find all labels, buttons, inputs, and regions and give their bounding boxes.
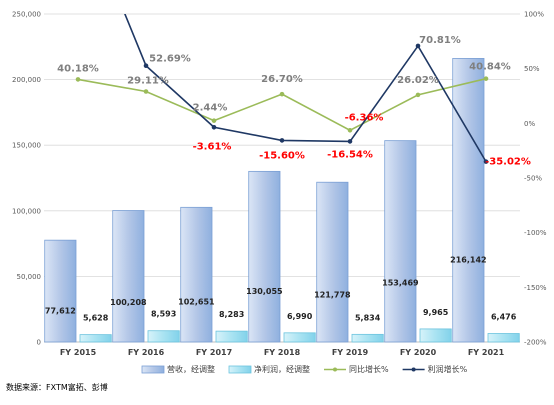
category-label: FY 2020 [400, 348, 437, 357]
source-note: 数据来源：FXTM富拓、彭博 [6, 383, 108, 392]
left-tick-label: 200,000 [12, 76, 41, 84]
legend-label: 利润增长% [428, 364, 468, 374]
revenue-bar [248, 170, 281, 343]
revenue-label: 102,651 [178, 297, 215, 306]
revenue-bar [44, 239, 77, 343]
yoy-growth-label: -6.36% [345, 112, 384, 123]
left-axis: 0 50,000 100,000 150,000 200,000 250,000 [12, 11, 41, 347]
yoy-growth-point [143, 89, 149, 94]
revenue-bar [180, 206, 213, 343]
profit-growth-point [279, 138, 285, 143]
profit-bar [215, 330, 248, 343]
legend-label: 净利润，经调整 [254, 364, 310, 374]
profit-growth-point [483, 159, 489, 164]
right-tick-label: -150% [524, 284, 547, 292]
yoy-growth-point [483, 76, 489, 81]
yoy-growth-label: 29.11% [127, 76, 169, 87]
profit-label: 5,834 [355, 313, 381, 322]
right-tick-label: -50% [524, 175, 542, 183]
category-label: FY 2016 [128, 348, 165, 357]
left-tick-label: 50,000 [17, 273, 42, 281]
legend-swatch [141, 365, 165, 374]
profit-growth-point [211, 124, 217, 130]
bars [44, 58, 520, 343]
yoy-growth-point [75, 77, 81, 82]
category-axis: FY 2015 FY 2016 FY 2017 FY 2018 FY 2019 FY 20… [60, 348, 505, 357]
revenue-bar [452, 58, 485, 343]
legend-swatch [228, 365, 252, 374]
profit-growth-label: -16.54% [327, 149, 373, 160]
profit-label: 6,476 [491, 313, 517, 322]
profit-label: 8,593 [151, 310, 176, 319]
legend-marker [411, 367, 416, 372]
right-axis: -200% -150% -100% -50% 0% 50% 100% [524, 11, 547, 347]
legend-label: 营收，经调整 [167, 364, 215, 374]
category-label: FY 2019 [332, 348, 369, 357]
yoy-growth-label: 26.70% [261, 74, 303, 85]
yoy-growth-label: 26.02% [397, 75, 439, 86]
category-label: FY 2018 [264, 348, 301, 357]
profit-label: 5,628 [83, 314, 109, 323]
legend: 营收，经调整 净利润，经调整 同比增长% 利润增长% [141, 364, 468, 374]
legend-marker [333, 367, 337, 372]
category-label: FY 2015 [60, 348, 97, 357]
yoy-growth-label: 40.18% [57, 63, 99, 74]
profit-growth-label: -35.02% [485, 157, 531, 168]
right-tick-label: -200% [524, 339, 547, 347]
profit-label: 9,965 [423, 308, 449, 317]
yoy-growth-point [279, 91, 285, 97]
profit-growth-point [415, 43, 421, 49]
yoy-growth-label: 2.44% [193, 103, 228, 114]
yoy-growth-point [211, 118, 217, 123]
revenue-label: 77,612 [45, 306, 76, 315]
lines [75, 14, 489, 164]
profit-growth-label: -15.60% [259, 150, 305, 161]
profit-bar [147, 330, 180, 343]
category-label: FY 2021 [468, 348, 505, 357]
left-tick-label: 150,000 [12, 142, 41, 150]
revenue-bar [384, 140, 417, 343]
revenue-label: 130,055 [246, 287, 283, 296]
revenue-label: 121,778 [314, 290, 351, 299]
profit-bar [419, 328, 452, 343]
left-tick-label: 0 [37, 339, 41, 347]
profit-growth-label: 52.69% [149, 54, 191, 65]
right-tick-label: 0% [524, 120, 535, 128]
revenue-label: 100,208 [110, 298, 147, 307]
left-tick-label: 100,000 [12, 207, 41, 215]
profit-growth-point [347, 139, 353, 144]
yoy-growth-point [347, 127, 353, 133]
profit-bar [79, 334, 112, 343]
legend-label: 同比增长% [349, 364, 389, 374]
revenue-bar [316, 181, 349, 343]
profit-bar [487, 333, 520, 343]
revenue-bar [112, 210, 145, 343]
profit-label: 6,990 [287, 312, 313, 321]
revenue-label: 216,142 [450, 256, 486, 265]
profit-growth-label: -3.61% [193, 141, 232, 152]
profit-growth-label: 70.81% [419, 35, 461, 46]
right-tick-label: 100% [524, 11, 544, 19]
profit-bar [283, 332, 316, 343]
left-tick-label: 250,000 [12, 11, 41, 19]
profit-bar [351, 333, 384, 343]
profit-growth-point [143, 63, 149, 69]
yoy-growth-label: 40.84% [469, 62, 511, 73]
category-label: FY 2017 [196, 348, 232, 357]
profit-label: 8,283 [219, 310, 244, 319]
revenue-label: 153,469 [382, 279, 419, 288]
yoy-growth-point [415, 92, 421, 98]
right-tick-label: -100% [524, 229, 547, 237]
right-tick-label: 50% [524, 65, 540, 73]
